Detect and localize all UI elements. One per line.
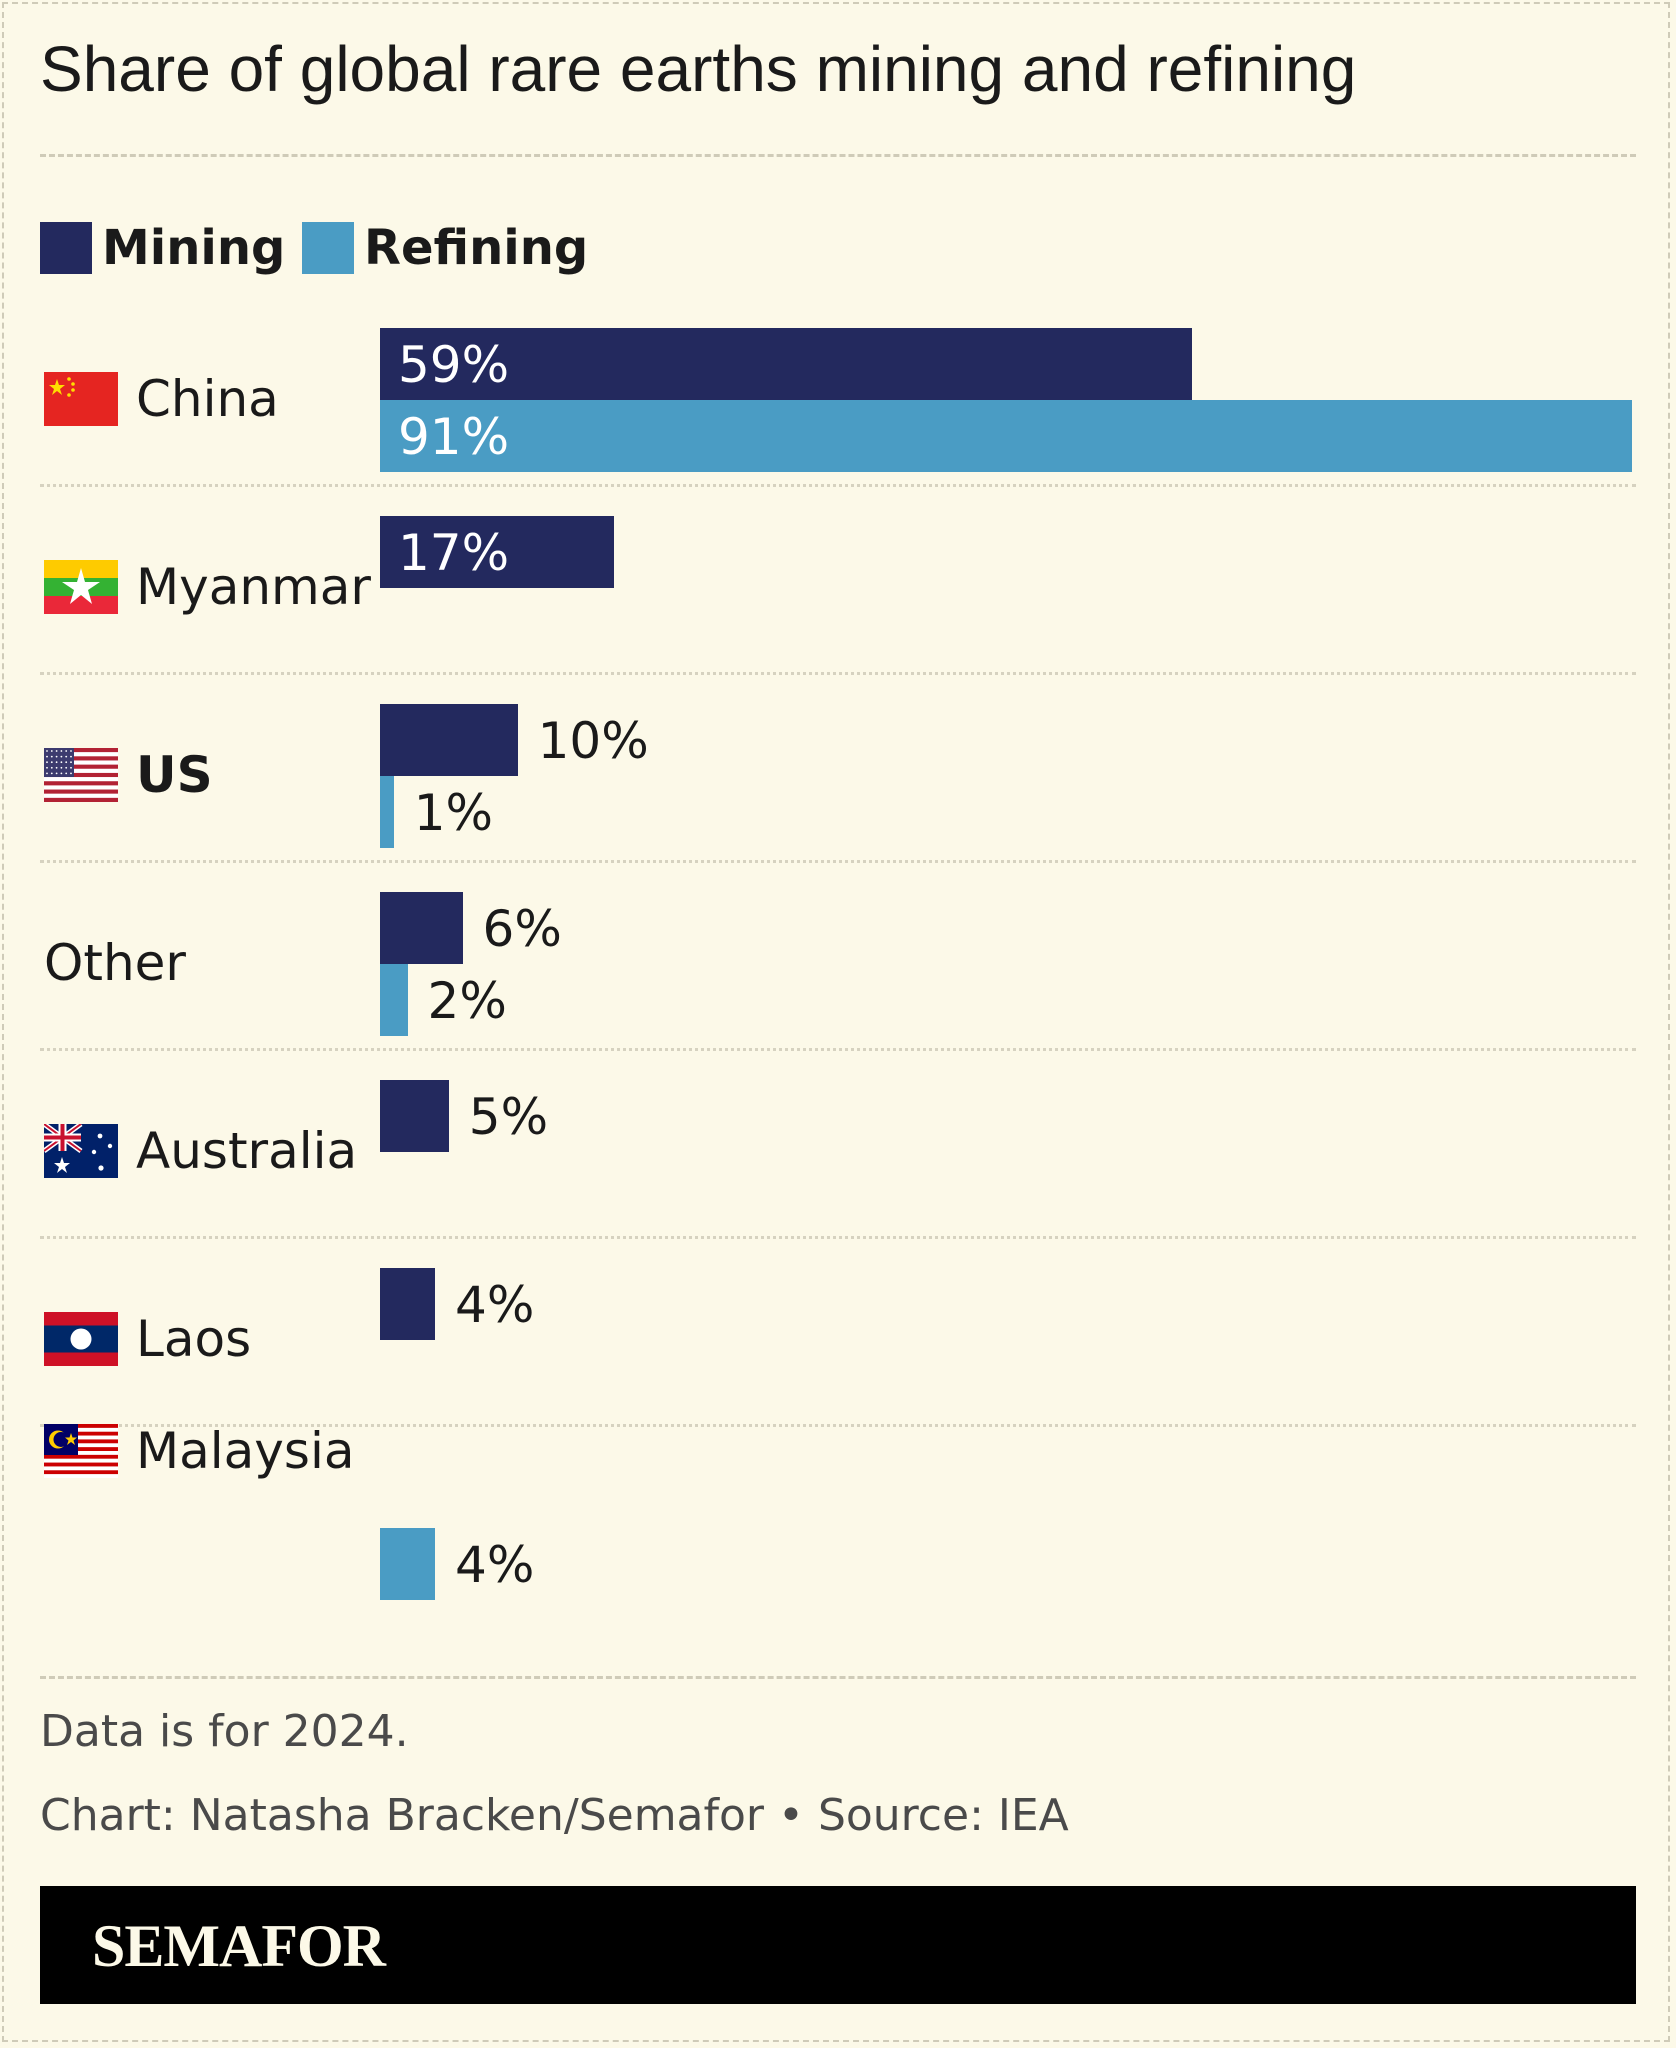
- bar-australia-mining: [380, 1080, 449, 1152]
- footer-divider: [40, 1676, 1636, 1679]
- category-label-myanmar: Myanmar: [136, 558, 371, 616]
- value-label-other-refining: 2%: [427, 972, 507, 1030]
- category-label-us: US: [136, 746, 213, 804]
- chart-credit: Chart: Natasha Bracken/Semafor • Source:…: [40, 1790, 1069, 1841]
- australia-flag-icon: [42, 1121, 118, 1178]
- chart-title: Share of global rare earths mining and r…: [40, 33, 1357, 105]
- value-label-us-refining: 1%: [413, 784, 494, 842]
- row-divider: [40, 484, 1636, 487]
- semafor-logo: SEMAFOR: [92, 1913, 386, 1979]
- value-label-australia-mining: 5%: [468, 1088, 549, 1146]
- bar-other-mining: [380, 892, 463, 964]
- value-label-malaysia-refining: 4%: [455, 1536, 535, 1594]
- myanmar-flag-icon: [44, 560, 118, 614]
- row-divider: [40, 1236, 1636, 1239]
- bar-china-refining: [380, 400, 1632, 472]
- value-label-china-refining: 91%: [398, 408, 510, 466]
- bar-china-mining: [380, 328, 1192, 400]
- brand-footer: SEMAFOR: [40, 1886, 1636, 2004]
- us-flag-icon: [44, 748, 118, 803]
- legend-swatch-refining: [302, 222, 354, 274]
- bar-malaysia-refining: [380, 1528, 436, 1600]
- legend-label-refining: Refining: [364, 220, 589, 276]
- value-label-china-mining: 59%: [398, 336, 510, 394]
- bar-us-refining: [380, 776, 394, 848]
- legend-swatch-mining: [40, 222, 92, 274]
- row-divider: [40, 860, 1636, 863]
- row-divider: [40, 672, 1636, 675]
- value-label-us-mining: 10%: [537, 712, 649, 770]
- legend-label-mining: Mining: [102, 220, 286, 276]
- category-label-malaysia: Malaysia: [136, 1422, 355, 1480]
- row-divider: [40, 1048, 1636, 1051]
- malaysia-flag-icon: [44, 1424, 118, 1479]
- title-divider: [40, 154, 1636, 157]
- row-divider: [40, 1424, 1636, 1427]
- bar-us-mining: [380, 704, 518, 776]
- value-label-other-mining: 6%: [482, 900, 562, 958]
- category-label-china: China: [136, 370, 279, 428]
- legend-item-refining: Refining: [302, 220, 589, 276]
- data-note: Data is for 2024.: [40, 1706, 409, 1757]
- laos-flag-icon: [44, 1312, 118, 1366]
- category-label-laos: Laos: [136, 1310, 252, 1368]
- bar-laos-mining: [380, 1268, 436, 1340]
- value-label-laos-mining: 4%: [455, 1276, 535, 1334]
- china-flag-icon: [44, 372, 118, 426]
- category-label-australia: Australia: [136, 1122, 358, 1180]
- bar-myanmar-mining: [380, 516, 614, 588]
- category-label-other: Other: [44, 934, 186, 992]
- bar-other-refining: [380, 964, 408, 1036]
- value-label-myanmar-mining: 17%: [398, 524, 510, 582]
- legend-item-mining: Mining: [40, 220, 286, 276]
